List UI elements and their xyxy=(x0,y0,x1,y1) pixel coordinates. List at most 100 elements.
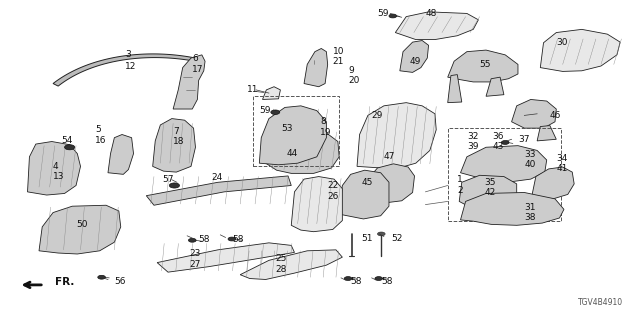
Text: 4: 4 xyxy=(53,162,59,171)
Text: 22: 22 xyxy=(328,181,339,190)
Text: 56: 56 xyxy=(115,276,126,285)
Polygon shape xyxy=(262,87,280,100)
Text: 34: 34 xyxy=(556,154,568,163)
Text: 37: 37 xyxy=(518,135,529,144)
Circle shape xyxy=(344,276,352,280)
Text: 24: 24 xyxy=(211,173,223,182)
Text: 17: 17 xyxy=(192,65,204,74)
Text: 52: 52 xyxy=(392,234,403,243)
Text: 25: 25 xyxy=(275,254,287,263)
Polygon shape xyxy=(357,103,436,169)
Text: 19: 19 xyxy=(320,128,332,137)
Text: 28: 28 xyxy=(275,265,287,274)
Polygon shape xyxy=(532,167,574,199)
Text: 9: 9 xyxy=(349,66,355,75)
Circle shape xyxy=(65,145,75,150)
Text: 29: 29 xyxy=(371,111,383,120)
Text: 55: 55 xyxy=(479,60,491,69)
Text: 51: 51 xyxy=(362,234,373,243)
Polygon shape xyxy=(511,100,556,128)
Polygon shape xyxy=(39,205,121,254)
Circle shape xyxy=(170,183,179,188)
Text: 39: 39 xyxy=(467,142,478,151)
Text: 42: 42 xyxy=(484,188,496,197)
Text: 59: 59 xyxy=(259,106,271,115)
Text: FR.: FR. xyxy=(55,277,74,287)
Text: 5: 5 xyxy=(95,125,101,134)
Text: 23: 23 xyxy=(189,250,200,259)
Text: 57: 57 xyxy=(163,175,174,184)
Text: 13: 13 xyxy=(53,172,65,181)
Text: 59: 59 xyxy=(378,9,389,18)
Text: 48: 48 xyxy=(426,9,436,18)
Text: 7: 7 xyxy=(173,127,179,136)
Polygon shape xyxy=(448,75,462,103)
Polygon shape xyxy=(486,77,504,96)
Circle shape xyxy=(271,110,280,115)
Text: TGV4B4910: TGV4B4910 xyxy=(578,298,623,307)
Text: 54: 54 xyxy=(61,136,73,145)
Text: 12: 12 xyxy=(125,61,136,70)
Polygon shape xyxy=(396,12,478,40)
Text: 1: 1 xyxy=(458,175,463,184)
Text: 58: 58 xyxy=(198,235,210,244)
Text: 3: 3 xyxy=(125,50,131,59)
Circle shape xyxy=(501,140,509,144)
Text: 50: 50 xyxy=(76,220,88,229)
Text: 8: 8 xyxy=(320,117,326,126)
Text: 41: 41 xyxy=(556,164,568,173)
Polygon shape xyxy=(461,146,547,182)
Bar xyxy=(448,128,561,220)
Circle shape xyxy=(378,232,385,236)
Text: 11: 11 xyxy=(246,85,258,94)
Text: 35: 35 xyxy=(484,178,496,187)
Text: 10: 10 xyxy=(333,47,344,56)
Polygon shape xyxy=(365,164,415,203)
Polygon shape xyxy=(448,50,518,82)
Polygon shape xyxy=(157,243,294,272)
Polygon shape xyxy=(153,119,195,172)
Polygon shape xyxy=(339,170,389,219)
Polygon shape xyxy=(259,106,326,165)
Circle shape xyxy=(228,237,236,241)
Text: 38: 38 xyxy=(524,213,536,222)
Text: 53: 53 xyxy=(282,124,293,132)
Text: 58: 58 xyxy=(381,277,393,286)
Polygon shape xyxy=(460,175,516,209)
Text: 46: 46 xyxy=(550,111,561,120)
Polygon shape xyxy=(291,177,342,232)
Text: 26: 26 xyxy=(328,191,339,201)
Text: 18: 18 xyxy=(173,137,184,146)
Text: 33: 33 xyxy=(524,150,536,159)
Text: 58: 58 xyxy=(351,277,362,286)
Text: 45: 45 xyxy=(362,178,373,187)
Text: 36: 36 xyxy=(492,132,504,140)
Circle shape xyxy=(389,14,397,18)
Text: 58: 58 xyxy=(232,235,243,244)
Text: 20: 20 xyxy=(349,76,360,85)
Polygon shape xyxy=(53,54,198,86)
Text: 30: 30 xyxy=(556,38,568,47)
Text: 2: 2 xyxy=(458,186,463,195)
Text: 27: 27 xyxy=(189,260,200,269)
Polygon shape xyxy=(266,128,339,173)
Text: 6: 6 xyxy=(192,53,198,62)
Polygon shape xyxy=(537,125,556,141)
Circle shape xyxy=(188,238,196,242)
Bar xyxy=(253,96,339,166)
Polygon shape xyxy=(461,193,564,225)
Circle shape xyxy=(98,275,106,279)
Polygon shape xyxy=(240,250,342,279)
Text: 47: 47 xyxy=(384,152,396,161)
Text: 31: 31 xyxy=(524,203,536,212)
Text: 43: 43 xyxy=(492,142,504,151)
Text: 32: 32 xyxy=(467,132,478,140)
Polygon shape xyxy=(304,49,328,87)
Text: 44: 44 xyxy=(287,149,298,158)
Polygon shape xyxy=(28,141,81,195)
Polygon shape xyxy=(173,55,205,109)
Polygon shape xyxy=(400,41,429,72)
Text: 40: 40 xyxy=(524,160,536,169)
Text: 16: 16 xyxy=(95,136,107,145)
Text: 49: 49 xyxy=(410,57,420,66)
